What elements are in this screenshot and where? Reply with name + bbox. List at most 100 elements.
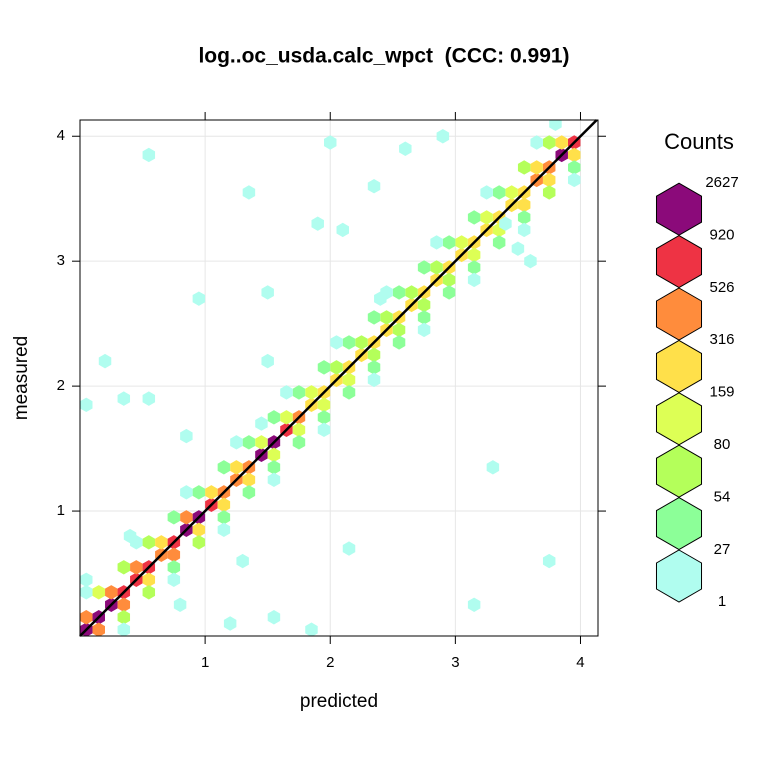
hexbin-cell	[342, 385, 356, 400]
legend-label: 54	[714, 488, 731, 505]
hexbin-cell	[267, 610, 281, 625]
hexbin-cell	[205, 485, 218, 500]
hexbin-cell	[305, 622, 318, 636]
legend-label: 1	[718, 593, 726, 610]
hexbin-cell	[255, 416, 268, 431]
legend-swatch	[655, 444, 703, 498]
hexbin-cell	[267, 447, 281, 463]
hexbin-cell	[117, 622, 131, 636]
hexbin-cell	[192, 522, 206, 537]
hexbin-cell	[499, 216, 512, 231]
hexbin-cell	[542, 553, 556, 569]
hexbin-cell	[567, 160, 581, 175]
hexbin-cell	[480, 210, 493, 225]
legend-swatch	[655, 235, 703, 289]
hexbin-cell	[567, 172, 581, 188]
hexbin-cell	[192, 291, 206, 306]
hexbin-cell	[123, 528, 137, 544]
legend-label: 80	[714, 436, 731, 453]
hexbin-cell	[217, 522, 231, 537]
hexbin-cell	[524, 253, 537, 269]
hexbin-cell	[342, 541, 356, 556]
hexbin-cell	[180, 485, 193, 500]
hexbin-cell	[223, 616, 237, 631]
hexbin-cell	[217, 460, 231, 475]
hexbin-cell	[117, 391, 131, 406]
hexbin-cell	[105, 585, 118, 600]
hexbin-cell	[142, 572, 156, 587]
hexbin-cell	[80, 610, 93, 625]
hexbin-cell	[467, 210, 481, 225]
hexbin-cell	[167, 547, 181, 562]
hexbin-cell	[217, 510, 231, 525]
hexbin-cell	[142, 585, 156, 600]
hexbin-cell	[480, 185, 493, 200]
hexbin-cell	[430, 260, 443, 275]
hexbin-cell	[380, 310, 393, 325]
hexbin-cell	[92, 622, 105, 636]
y-tick-label: 3	[57, 252, 65, 269]
x-tick-label: 4	[576, 654, 584, 671]
hexbin-cell	[317, 422, 331, 438]
hexbin-cell	[261, 353, 274, 369]
hexbin-cell	[167, 560, 181, 575]
hexbin-cell	[324, 135, 337, 150]
hexbin-cell	[567, 147, 581, 163]
hexbin-cell	[430, 235, 443, 250]
hexbin-cell	[180, 510, 193, 525]
hexbin-cell	[542, 135, 556, 150]
hexbin-cell	[467, 272, 481, 288]
hexbin-cell	[317, 410, 331, 425]
grid	[80, 120, 598, 636]
hexbin-cell	[367, 360, 381, 375]
hexbin-cell	[330, 360, 343, 375]
hexbin-cell	[517, 197, 531, 213]
y-tick-label: 4	[57, 127, 65, 144]
hexbin-cell	[417, 260, 431, 275]
hexbin-cell	[555, 135, 568, 150]
legend-label: 526	[709, 279, 734, 296]
legend-label: 920	[709, 226, 734, 243]
hexbin-cell	[392, 335, 406, 350]
hexbin-cell	[330, 335, 343, 350]
x-tick-label: 2	[326, 654, 334, 671]
hexbin-cell	[442, 235, 456, 250]
legend-title: Counts	[664, 129, 734, 154]
hexbin-cell	[517, 210, 531, 225]
hexbin-cell	[142, 535, 156, 550]
hexbin-cell	[167, 510, 181, 525]
hexbin-cell	[80, 572, 93, 587]
hexbin-cell	[230, 435, 243, 450]
hexbin-cell	[442, 272, 456, 288]
x-tick-label: 1	[201, 654, 209, 671]
hexbin-cell	[336, 222, 349, 238]
legend-swatch	[655, 549, 703, 603]
hexbin-cell	[399, 141, 412, 156]
hexbin-cell	[492, 235, 506, 250]
y-tick-label: 2	[57, 377, 65, 394]
y-axis-label: measured	[11, 336, 32, 421]
hexbin-cell	[236, 553, 249, 569]
hexbin-cell	[367, 372, 381, 388]
hexbin-cell	[467, 597, 481, 612]
hexbin-cell	[117, 597, 131, 612]
reference-line	[79, 119, 598, 637]
hexbin-cell	[317, 360, 331, 375]
hexbin-cell	[505, 185, 518, 200]
hexbin-cell	[217, 497, 231, 513]
hexbin-cell	[155, 535, 168, 550]
hexbin-cell	[417, 297, 431, 313]
hexbin-cell	[117, 560, 131, 575]
hexbin-cell	[542, 172, 556, 188]
hexbin-cell	[486, 460, 500, 475]
hexbin-cell	[367, 347, 381, 363]
hexbin-cell	[255, 435, 268, 450]
x-axis-label: predicted	[300, 691, 378, 712]
x-tick-label: 3	[451, 654, 459, 671]
hexbin-cell	[467, 247, 481, 263]
hexbin-cell	[455, 235, 468, 250]
hexbin-cell	[192, 535, 206, 550]
hexbin-cell	[549, 120, 562, 131]
hexbin-cell	[261, 285, 274, 300]
